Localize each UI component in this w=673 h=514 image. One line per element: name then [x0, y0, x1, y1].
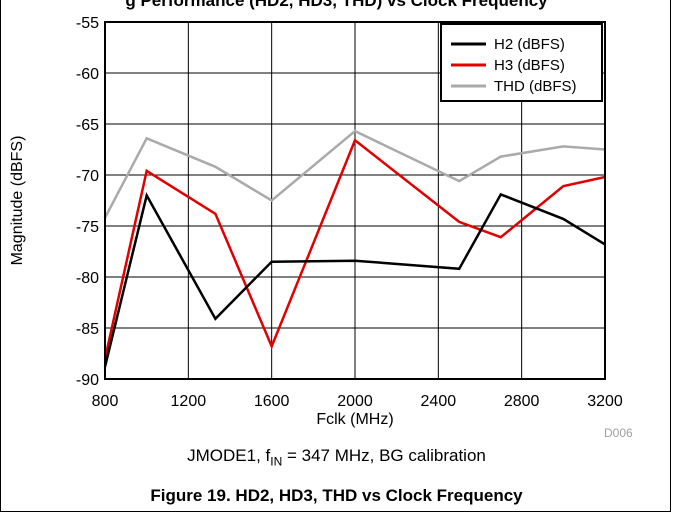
- x-tick-label: 2800: [504, 393, 540, 410]
- figure-code-label: D006: [604, 426, 633, 440]
- y-tick-label: -75: [76, 219, 99, 236]
- subtitle-subscript: IN: [270, 454, 282, 468]
- y-axis-label: Magnitude (dBFS): [9, 136, 26, 266]
- y-tick-label: -60: [76, 66, 99, 83]
- legend-label: THD (dBFS): [494, 78, 577, 95]
- y-tick-label: -85: [76, 321, 99, 338]
- y-tick-label: -70: [76, 168, 99, 185]
- figure-caption: Figure 19. HD2, HD3, THD vs Clock Freque…: [0, 486, 673, 506]
- subtitle-suffix: = 347 MHz, BG calibration: [282, 446, 486, 465]
- y-tick-label: -55: [76, 15, 99, 32]
- x-tick-label: 2000: [337, 393, 373, 410]
- subtitle-prefix: JMODE1, f: [187, 446, 270, 465]
- line-chart: 800 1200 1600 2000 2400 2800 3200 -90 -85 -80 -75 -…: [0, 0, 673, 444]
- x-axis-label: Fclk (MHz): [316, 411, 393, 428]
- y-tick-label: -80: [76, 270, 99, 287]
- legend-label: H2 (dBFS): [494, 36, 565, 53]
- legend: H2 (dBFS) H3 (dBFS) THD (dBFS): [441, 24, 602, 101]
- x-tick-label: 2400: [421, 393, 457, 410]
- legend-label: H3 (dBFS): [494, 57, 565, 74]
- y-tick-label: -90: [76, 372, 99, 389]
- chart-subtitle: JMODE1, fIN = 347 MHz, BG calibration: [0, 446, 673, 468]
- x-tick-label: 1200: [171, 393, 207, 410]
- x-tick-label: 3200: [587, 393, 623, 410]
- x-tick-label: 1600: [254, 393, 290, 410]
- x-tick-label: 800: [92, 393, 119, 410]
- y-tick-label: -65: [76, 117, 99, 134]
